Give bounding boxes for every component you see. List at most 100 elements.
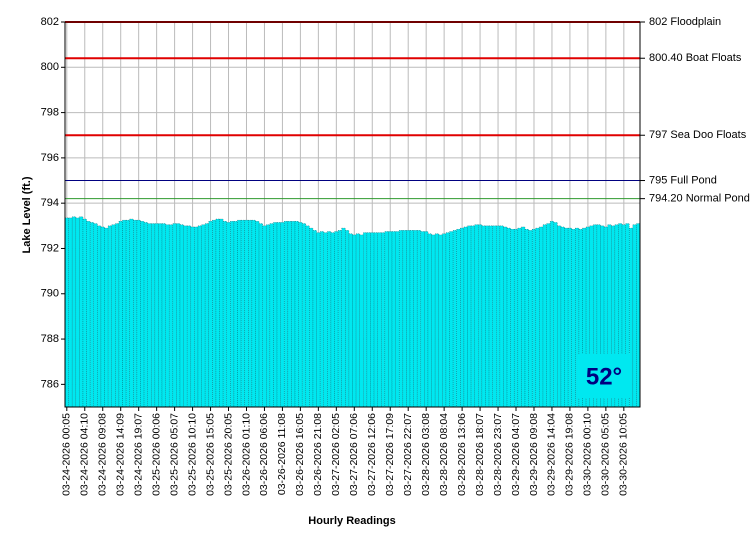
bar (194, 226, 199, 408)
bar (111, 224, 116, 408)
x-tick-label: 03-28-2026 18:07 (474, 413, 486, 496)
x-tick-label: 03-27-2026 02:05 (330, 413, 342, 496)
bar (366, 232, 371, 408)
bar (431, 234, 436, 408)
bar (255, 221, 260, 408)
bar (240, 219, 245, 408)
x-tick-label: 03-26-2026 01:10 (240, 413, 252, 496)
x-tick-label: 03-29-2026 04:07 (510, 413, 522, 496)
y-tick-label: 800 (41, 61, 59, 73)
bar (334, 231, 339, 408)
bar (467, 225, 472, 408)
bar (510, 229, 515, 408)
x-tick-label: 03-30-2026 05:05 (600, 413, 612, 496)
bar (514, 229, 519, 408)
bar (337, 230, 342, 408)
bar (269, 223, 274, 408)
bar (197, 225, 202, 408)
bar (165, 224, 170, 408)
bar (107, 225, 112, 408)
bar (68, 217, 73, 408)
bar (100, 226, 105, 408)
bar (370, 232, 375, 408)
bar (496, 225, 501, 408)
x-tick-label: 03-26-2026 21:08 (312, 413, 324, 496)
reference-label: 800.40 Boat Floats (649, 52, 742, 64)
bar (381, 232, 386, 408)
badge: 52° (586, 363, 622, 390)
bar (391, 231, 396, 408)
bar (71, 216, 76, 408)
bar (305, 225, 310, 408)
y-axis-title: Lake Level (ft.) (21, 176, 33, 253)
x-tick-label: 03-28-2026 23:07 (492, 413, 504, 496)
bar (273, 222, 278, 408)
bar (427, 233, 432, 408)
bar (89, 222, 94, 408)
bar (151, 223, 156, 408)
bar (481, 225, 486, 408)
x-tick-label: 03-28-2026 03:08 (420, 413, 432, 496)
bar (363, 232, 368, 408)
bars (64, 216, 641, 408)
bar (524, 229, 529, 408)
bar (636, 223, 641, 408)
bar (557, 225, 562, 408)
bar (154, 223, 159, 408)
bar (553, 222, 558, 408)
x-tick-label: 03-25-2026 15:05 (204, 413, 216, 496)
bar (399, 230, 404, 408)
y-tick-label: 786 (41, 378, 59, 390)
reference-label: 794.20 Normal Pond (649, 193, 750, 205)
bar (230, 221, 235, 408)
bar (118, 221, 123, 408)
bar (442, 233, 447, 408)
bar (262, 225, 267, 408)
bar (186, 225, 191, 408)
plot-border (64, 21, 641, 408)
bar (309, 227, 314, 408)
bar (172, 223, 177, 408)
bar (226, 222, 231, 408)
x-tick-label: 03-29-2026 14:04 (546, 413, 558, 496)
bar (280, 222, 285, 408)
bar (488, 225, 493, 408)
bar (208, 221, 213, 408)
bar (560, 226, 565, 408)
bar (237, 219, 242, 408)
bar (327, 231, 332, 408)
bar (474, 224, 479, 408)
bar (549, 221, 554, 408)
bar (147, 223, 152, 408)
bar (445, 232, 450, 408)
bar (409, 230, 414, 408)
bar (266, 224, 271, 408)
bar (244, 219, 249, 408)
x-tick-label: 03-29-2026 19:08 (564, 413, 576, 496)
x-tick-label: 03-25-2026 20:05 (222, 413, 234, 496)
x-axis-title: Hourly Readings (308, 515, 395, 527)
bar (201, 224, 206, 408)
y-tick-label: 788 (41, 333, 59, 345)
bar (233, 221, 238, 408)
bar (460, 227, 465, 408)
bar (284, 221, 289, 408)
x-tick-label: 03-26-2026 16:05 (294, 413, 306, 496)
bar (140, 221, 145, 408)
bar (319, 231, 324, 408)
x-tick-label: 03-24-2026 14:09 (114, 413, 126, 496)
bar (345, 230, 350, 408)
x-tick-label: 03-25-2026 00:06 (150, 413, 162, 496)
bar (503, 226, 508, 408)
bar (136, 219, 141, 408)
bar (478, 224, 483, 408)
bar (82, 218, 87, 408)
bar (75, 217, 80, 408)
x-tick-label: 03-27-2026 12:06 (366, 413, 378, 496)
bar (93, 223, 98, 408)
bar (104, 227, 109, 408)
bar (183, 225, 188, 408)
bar (122, 219, 127, 408)
bar (463, 226, 468, 408)
